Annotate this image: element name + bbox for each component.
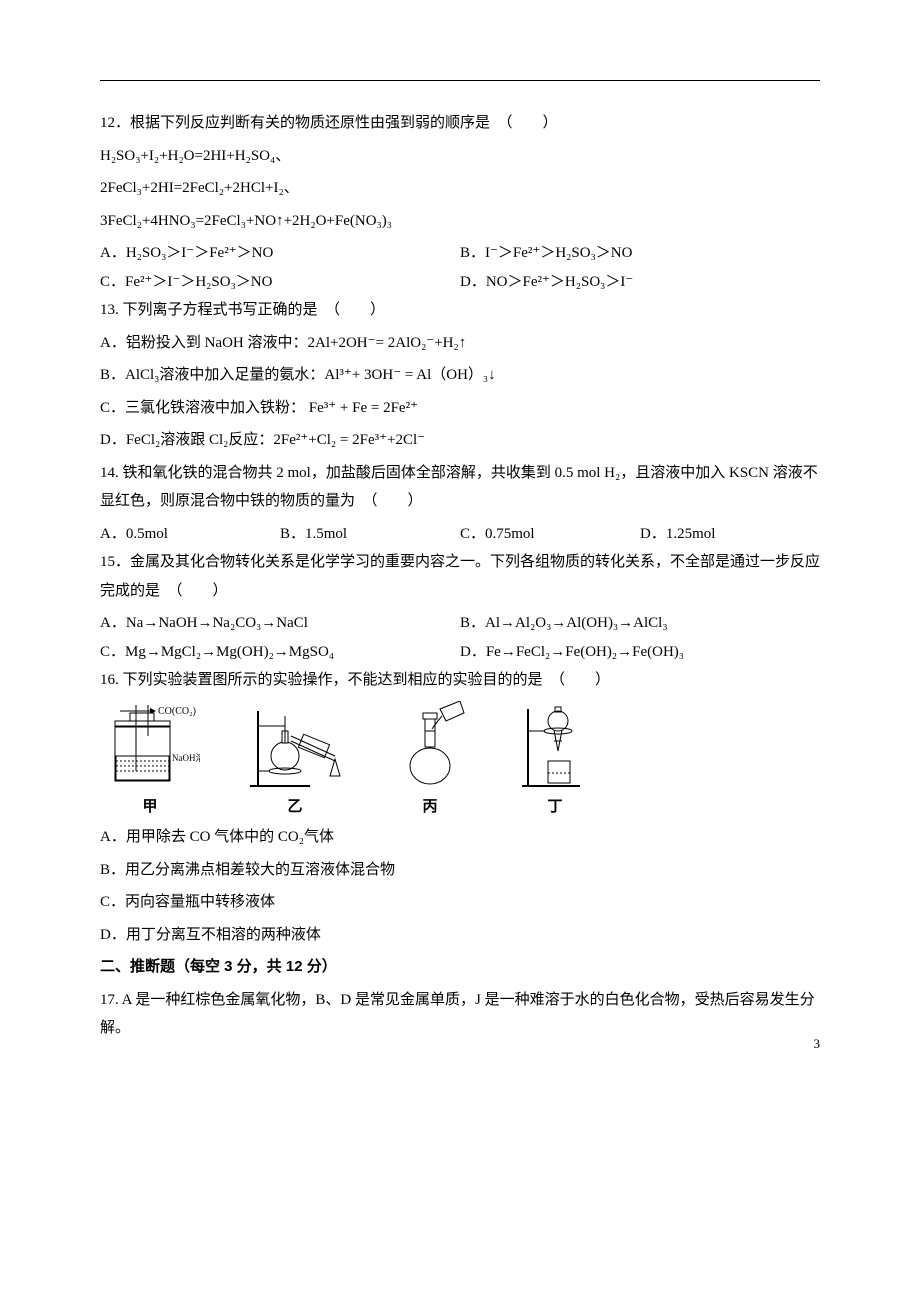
q14-opt-b: B．1.5mol <box>280 520 460 549</box>
q16-opt-c: C．丙向容量瓶中转移液体 <box>100 888 820 917</box>
page: 12．根据下列反应判断有关的物质还原性由强到弱的顺序是 （ ） H₂SO₃+I₂… <box>0 0 920 1087</box>
q15-stem: 15．金属及其化合物转化关系是化学学习的重要内容之一。下列各组物质的转化关系，不… <box>100 548 820 605</box>
q14-opt-d: D．1.25mol <box>640 520 820 549</box>
q12-opt-d: D．NO＞Fe²⁺＞H₂SO₃＞I⁻ <box>460 268 820 297</box>
q12-opt-b: B．I⁻＞Fe²⁺＞H₂SO₃＞NO <box>460 239 820 268</box>
fig-jia: CO(CO₂) NaOH溶液 甲 <box>100 701 200 822</box>
fig-ding: 丁 <box>510 701 600 822</box>
q12-eq2: 2FeCl₃+2HI=2FeCl₂+2HCl+I₂、 <box>100 174 820 203</box>
q14-options: A．0.5mol B．1.5mol C．0.75mol D．1.25mol <box>100 520 820 549</box>
q16-opt-a: A．用甲除去 CO 气体中的 CO₂气体 <box>100 823 820 852</box>
fig-jia-label: 甲 <box>100 793 200 822</box>
q12-opt-c: C．Fe²⁺＞I⁻＞H₂SO₃＞NO <box>100 268 460 297</box>
fig-jia-top-label: CO(CO₂) <box>158 706 196 717</box>
q13-stem: 13. 下列离子方程式书写正确的是 （ ） <box>100 296 820 325</box>
section2-heading: 二、推断题（每空 3 分，共 12 分） <box>100 953 820 982</box>
fig-ding-svg <box>510 701 600 791</box>
q14-opt-c: C．0.75mol <box>460 520 640 549</box>
q13-opt-b: B．AlCl₃溶液中加入足量的氨水：Al³⁺+ 3OH⁻ = Al（OH）₃↓ <box>100 361 820 390</box>
fig-yi-label: 乙 <box>240 793 350 822</box>
q16-figure-row: CO(CO₂) NaOH溶液 甲 <box>100 701 820 822</box>
q12-options-row1: A．H₂SO₃＞I⁻＞Fe²⁺＞NO B．I⁻＞Fe²⁺＞H₂SO₃＞NO <box>100 239 820 268</box>
q12-eq3: 3FeCl₂+4HNO₃=2FeCl₃+NO↑+2H₂O+Fe(NO₃)₃ <box>100 207 820 236</box>
fig-jia-svg: CO(CO₂) NaOH溶液 <box>100 701 200 791</box>
page-number: 3 <box>814 1032 821 1057</box>
q12-eq1: H₂SO₃+I₂+H₂O=2HI+H₂SO₄、 <box>100 142 820 171</box>
q16-opt-d: D．用丁分离互不相溶的两种液体 <box>100 921 820 950</box>
fig-jia-side-label: NaOH溶液 <box>172 752 200 763</box>
q16-stem: 16. 下列实验装置图所示的实验操作，不能达到相应的实验目的的是 （ ） <box>100 666 820 695</box>
fig-yi: 乙 <box>240 701 350 822</box>
fig-yi-svg <box>240 701 350 791</box>
q14-stem: 14. 铁和氧化铁的混合物共 2 mol，加盐酸后固体全部溶解，共收集到 0.5… <box>100 459 820 516</box>
fig-bing-label: 丙 <box>390 793 470 822</box>
fig-bing: 丙 <box>390 701 470 822</box>
q15-options-row2: C．Mg→MgCl₂→Mg(OH)₂→MgSO₄ D．Fe→FeCl₂→Fe(O… <box>100 638 820 667</box>
fig-bing-svg <box>390 701 470 791</box>
q13-opt-d: D．FeCl₂溶液跟 Cl₂反应：2Fe²⁺+Cl₂ = 2Fe³⁺+2Cl⁻ <box>100 426 820 455</box>
q15-opt-c: C．Mg→MgCl₂→Mg(OH)₂→MgSO₄ <box>100 638 460 667</box>
q12-opt-a: A．H₂SO₃＞I⁻＞Fe²⁺＞NO <box>100 239 460 268</box>
q12-options-row2: C．Fe²⁺＞I⁻＞H₂SO₃＞NO D．NO＞Fe²⁺＞H₂SO₃＞I⁻ <box>100 268 820 297</box>
q15-opt-a: A．Na→NaOH→Na₂CO₃→NaCl <box>100 609 460 638</box>
q17-stem: 17. A 是一种红棕色金属氧化物，B、D 是常见金属单质，J 是一种难溶于水的… <box>100 986 820 1043</box>
q14-opt-a: A．0.5mol <box>100 520 280 549</box>
q13-opt-c: C．三氯化铁溶液中加入铁粉： Fe³⁺ + Fe = 2Fe²⁺ <box>100 394 820 423</box>
q13-opt-a: A．铝粉投入到 NaOH 溶液中：2Al+2OH⁻= 2AlO₂⁻+H₂↑ <box>100 329 820 358</box>
fig-ding-label: 丁 <box>510 793 600 822</box>
q15-options-row1: A．Na→NaOH→Na₂CO₃→NaCl B．Al→Al₂O₃→Al(OH)₃… <box>100 609 820 638</box>
top-rule <box>100 80 820 81</box>
q15-opt-b: B．Al→Al₂O₃→Al(OH)₃→AlCl₃ <box>460 609 820 638</box>
q15-opt-d: D．Fe→FeCl₂→Fe(OH)₂→Fe(OH)₃ <box>460 638 820 667</box>
q16-opt-b: B．用乙分离沸点相差较大的互溶液体混合物 <box>100 856 820 885</box>
q12-stem: 12．根据下列反应判断有关的物质还原性由强到弱的顺序是 （ ） <box>100 109 820 138</box>
